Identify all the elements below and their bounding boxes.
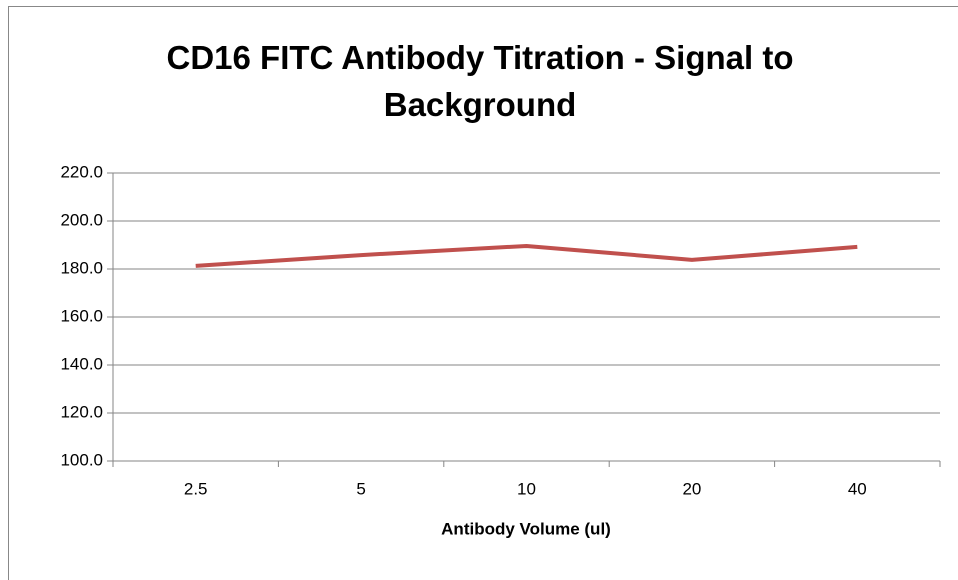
x-tick-label: 5 (356, 479, 365, 498)
x-tick-label: 20 (682, 479, 701, 498)
x-tick-label: 10 (517, 479, 536, 498)
x-tick-label: 2.5 (184, 479, 208, 498)
chart-border (8, 6, 958, 580)
y-tick-label: 120.0 (60, 402, 103, 421)
y-tick-label: 180.0 (60, 258, 103, 277)
y-tick-label: 160.0 (60, 306, 103, 325)
y-tick-label: 220.0 (60, 162, 103, 181)
y-tick-label: 140.0 (60, 354, 103, 373)
x-axis-title: Antibody Volume (ul) (441, 519, 611, 538)
y-tick-label: 100.0 (60, 450, 103, 469)
chart-title: CD16 FITC Antibody Titration - Signal to… (166, 39, 794, 123)
data-line (195, 243, 858, 268)
x-tick-label: 40 (848, 479, 867, 498)
y-tick-label: 200.0 (60, 210, 103, 229)
